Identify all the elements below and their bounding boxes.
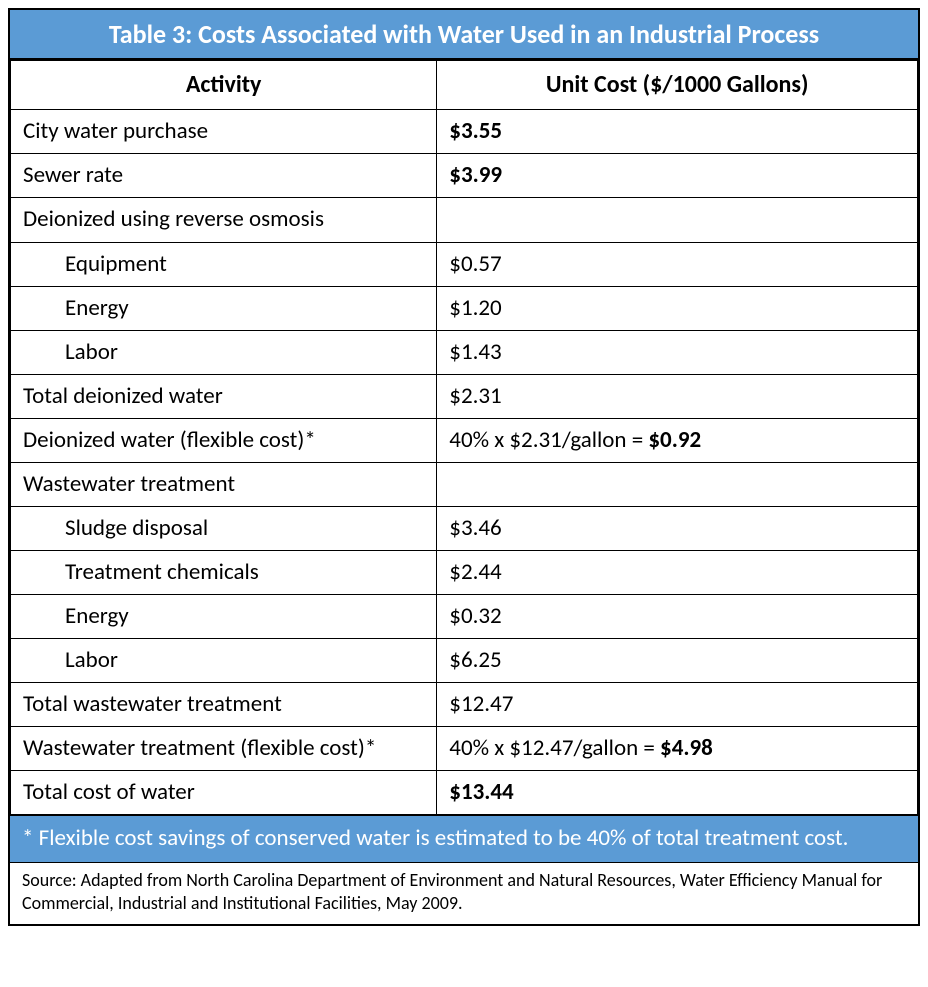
activity-cell: Labor: [11, 330, 437, 374]
cost-value: $12.47: [449, 690, 513, 718]
table-row: Treatment chemicals $2.44: [11, 550, 918, 594]
activity-cell: Total cost of water: [11, 771, 437, 815]
table-row: Sludge disposal $3.46: [11, 506, 918, 550]
cost-value: $0.92: [648, 426, 701, 454]
table-row: Total deionized water $2.31: [11, 374, 918, 418]
table-row: Deionized water (flexible cost)*40% x $2…: [11, 418, 918, 462]
table-row: Labor $6.25: [11, 638, 918, 682]
cost-cell: 40% x $2.31/gallon = $0.92: [437, 418, 918, 462]
activity-cell: Wastewater treatment: [11, 462, 437, 506]
activity-cell: Labor: [11, 638, 437, 682]
activity-cell: City water purchase: [11, 110, 437, 154]
cost-cell: $1.20: [437, 286, 918, 330]
activity-cell: Deionized using reverse osmosis: [11, 198, 437, 242]
table-row: City water purchase $3.55: [11, 110, 918, 154]
activity-cell: Wastewater treatment (flexible cost)*: [11, 727, 437, 771]
col-header-cost: Unit Cost ($/1000 Gallons): [437, 61, 918, 110]
cost-value: $3.46: [449, 514, 501, 542]
activity-cell: Deionized water (flexible cost)*: [11, 418, 437, 462]
cost-table: Table 3: Costs Associated with Water Use…: [8, 8, 920, 926]
activity-cell: Treatment chemicals: [11, 550, 437, 594]
activity-cell: Sludge disposal: [11, 506, 437, 550]
cost-value: $1.20: [449, 294, 501, 322]
cost-cell: [437, 462, 918, 506]
table-source: Source: Adapted from North Carolina Depa…: [10, 862, 918, 924]
cost-cell: $6.25: [437, 638, 918, 682]
cost-value: $0.57: [449, 250, 501, 278]
cost-cell: $3.99: [437, 154, 918, 198]
activity-cell: Energy: [11, 594, 437, 638]
activity-cell: Equipment: [11, 242, 437, 286]
cost-cell: [437, 198, 918, 242]
col-header-activity: Activity: [11, 61, 437, 110]
cost-value: $2.44: [449, 558, 501, 586]
cost-cell: $0.57: [437, 242, 918, 286]
table-row: Energy $0.32: [11, 594, 918, 638]
cost-cell: 40% x $12.47/gallon = $4.98: [437, 727, 918, 771]
table-footnote: * Flexible cost savings of conserved wat…: [10, 815, 918, 862]
activity-cell: Sewer rate: [11, 154, 437, 198]
cost-value: $2.31: [449, 382, 501, 410]
table-row: Total cost of water $13.44: [11, 771, 918, 815]
table-row: Total wastewater treatment $12.47: [11, 683, 918, 727]
cost-value: $4.98: [660, 734, 713, 762]
cost-cell: $3.46: [437, 506, 918, 550]
cost-value: $13.44: [449, 778, 513, 806]
activity-cell: Total wastewater treatment: [11, 683, 437, 727]
cost-value: $3.55: [449, 117, 502, 145]
cost-cell: $0.32: [437, 594, 918, 638]
cost-value: $3.99: [449, 161, 502, 189]
cost-cell: $13.44: [437, 771, 918, 815]
cost-cell: $1.43: [437, 330, 918, 374]
activity-cell: Total deionized water: [11, 374, 437, 418]
cost-value: $6.25: [449, 646, 501, 674]
table-row: Energy $1.20: [11, 286, 918, 330]
table-row: Wastewater treatment: [11, 462, 918, 506]
table-row: Sewer rate $3.99: [11, 154, 918, 198]
cost-cell: $2.44: [437, 550, 918, 594]
activity-cell: Energy: [11, 286, 437, 330]
cost-prefix: 40% x $2.31/gallon =: [449, 426, 648, 454]
table-row: Wastewater treatment (flexible cost)*40%…: [11, 727, 918, 771]
table-title: Table 3: Costs Associated with Water Use…: [10, 10, 918, 60]
cost-value: $0.32: [449, 602, 501, 630]
cost-value: $1.43: [449, 338, 501, 366]
header-row: Activity Unit Cost ($/1000 Gallons): [11, 61, 918, 110]
table-row: Deionized using reverse osmosis: [11, 198, 918, 242]
cost-cell: $2.31: [437, 374, 918, 418]
table-row: Equipment $0.57: [11, 242, 918, 286]
cost-cell: $3.55: [437, 110, 918, 154]
cost-cell: $12.47: [437, 683, 918, 727]
data-table: Activity Unit Cost ($/1000 Gallons) City…: [10, 60, 918, 815]
table-row: Labor $1.43: [11, 330, 918, 374]
cost-prefix: 40% x $12.47/gallon =: [449, 734, 660, 762]
